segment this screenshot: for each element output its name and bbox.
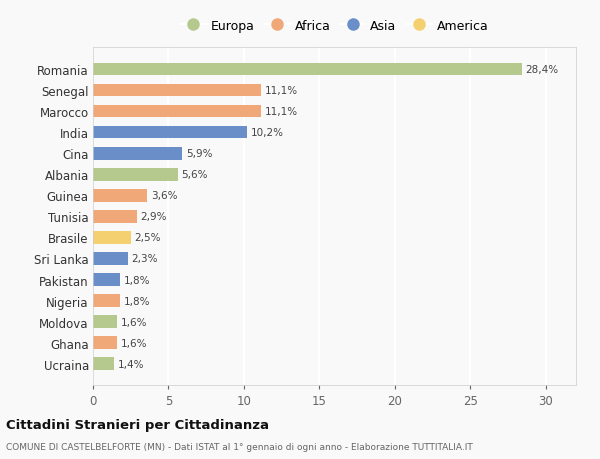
Bar (93, 63, 521, 76)
Bar (93, 274, 120, 286)
Text: 1,6%: 1,6% (121, 338, 148, 348)
Text: 1,6%: 1,6% (121, 317, 148, 327)
Text: Cittadini Stranieri per Cittadinanza: Cittadini Stranieri per Cittadinanza (6, 418, 269, 431)
Text: 3,6%: 3,6% (151, 191, 178, 201)
Bar (93, 316, 117, 328)
Legend: Europa, Africa, Asia, America: Europa, Africa, Asia, America (178, 17, 491, 35)
Bar (93, 358, 114, 370)
Bar (93, 147, 182, 160)
Bar (93, 232, 131, 244)
Bar (93, 190, 148, 202)
Text: 2,5%: 2,5% (134, 233, 161, 243)
Text: 1,4%: 1,4% (118, 359, 145, 369)
Text: 1,8%: 1,8% (124, 275, 151, 285)
Bar (93, 106, 260, 118)
Text: 5,9%: 5,9% (186, 149, 212, 159)
Text: 11,1%: 11,1% (265, 86, 298, 96)
Text: 2,3%: 2,3% (131, 254, 158, 264)
Text: 1,8%: 1,8% (124, 296, 151, 306)
Text: 2,9%: 2,9% (140, 212, 167, 222)
Bar (93, 84, 260, 97)
Text: 28,4%: 28,4% (526, 65, 559, 75)
Text: 5,6%: 5,6% (181, 170, 208, 180)
Bar (93, 295, 120, 307)
Bar (93, 168, 178, 181)
Text: COMUNE DI CASTELBELFORTE (MN) - Dati ISTAT al 1° gennaio di ogni anno - Elaboraz: COMUNE DI CASTELBELFORTE (MN) - Dati IST… (6, 442, 473, 451)
Bar (93, 211, 137, 223)
Text: 11,1%: 11,1% (265, 107, 298, 117)
Bar (93, 127, 247, 139)
Bar (93, 252, 128, 265)
Text: 10,2%: 10,2% (251, 128, 284, 138)
Bar (93, 336, 117, 349)
